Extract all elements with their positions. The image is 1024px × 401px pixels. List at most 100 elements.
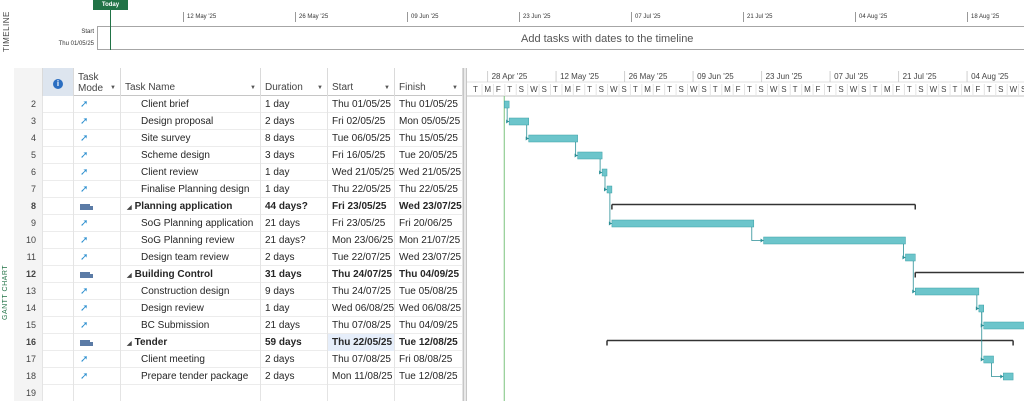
cell-num[interactable]: 9	[14, 215, 43, 232]
cell-finish[interactable]: Tue 05/08/25	[395, 283, 463, 300]
cell-duration[interactable]: 2 days	[261, 113, 328, 130]
cell-duration[interactable]: 44 days?	[261, 198, 328, 215]
cell-name[interactable]: Construction design	[121, 283, 261, 300]
timeline-bar[interactable]: Add tasks with dates to the timeline	[97, 26, 1024, 50]
cell-name[interactable]: Site survey	[121, 130, 261, 147]
cell-duration[interactable]: 1 day	[261, 181, 328, 198]
cell-mode[interactable]: ➚	[74, 368, 121, 385]
cell-finish[interactable]: Thu 15/05/25	[395, 130, 463, 147]
cell-num[interactable]: 17	[14, 351, 43, 368]
table-row[interactable]: 4 ➚ Site survey 8 days Tue 06/05/25 Thu 15/05…	[14, 130, 463, 147]
cell-info[interactable]	[43, 283, 74, 300]
cell-mode[interactable]: ➚	[74, 232, 121, 249]
table-row[interactable]: 17 ➚ Client meeting 2 days Thu 07/08/25 Fri 0…	[14, 351, 463, 368]
cell-num[interactable]: 19	[14, 385, 43, 401]
cell-info[interactable]	[43, 181, 74, 198]
cell-info[interactable]	[43, 96, 74, 113]
cell-mode[interactable]: ➚	[74, 283, 121, 300]
cell-finish[interactable]: Thu 04/09/25	[395, 317, 463, 334]
info-column-header[interactable]: i	[43, 68, 74, 96]
cell-mode[interactable]: ➚	[74, 215, 121, 232]
cell-finish[interactable]: Tue 12/08/25	[395, 334, 463, 351]
table-row[interactable]: 18 ➚ Prepare tender package 2 days Mon 11/08…	[14, 368, 463, 385]
cell-info[interactable]	[43, 334, 74, 351]
cell-info[interactable]	[43, 351, 74, 368]
cell-mode[interactable]: ➚	[74, 96, 121, 113]
cell-start[interactable]: Wed 06/08/25	[328, 300, 395, 317]
cell-start[interactable]: Thu 07/08/25	[328, 317, 395, 334]
cell-name[interactable]: BC Submission	[121, 317, 261, 334]
cell-mode[interactable]: ➚	[74, 300, 121, 317]
cell-num[interactable]: 18	[14, 368, 43, 385]
cell-finish[interactable]: Fri 08/08/25	[395, 351, 463, 368]
table-row[interactable]: 16 ◢ Tender 59 days Thu 22/05/25 Tue 12/08/25	[14, 334, 463, 351]
chevron-down-icon[interactable]: ▼	[110, 85, 116, 91]
cell-duration[interactable]: 3 days	[261, 147, 328, 164]
cell-mode[interactable]	[74, 266, 121, 283]
cell-start[interactable]: Thu 01/05/25	[328, 96, 395, 113]
cell-duration[interactable]: 1 day	[261, 96, 328, 113]
cell-start[interactable]: Fri 23/05/25	[328, 215, 395, 232]
cell-name[interactable]: ◢ Tender	[121, 334, 261, 351]
cell-start[interactable]: Thu 22/05/25	[328, 334, 395, 351]
cell-info[interactable]	[43, 266, 74, 283]
cell-num[interactable]: 12	[14, 266, 43, 283]
cell-name[interactable]: ◢ Planning application	[121, 198, 261, 215]
table-row[interactable]: 2 ➚ Client brief 1 day Thu 01/05/25 Thu 01/05…	[14, 96, 463, 113]
table-row[interactable]: 8 ◢ Planning application 44 days? Fri 23/05/…	[14, 198, 463, 215]
cell-start[interactable]: Tue 06/05/25	[328, 130, 395, 147]
cell-mode[interactable]	[74, 385, 121, 401]
task-name-header[interactable]: Task Name ▼	[121, 68, 261, 96]
chevron-down-icon[interactable]: ▼	[250, 85, 256, 91]
cell-num[interactable]: 8	[14, 198, 43, 215]
cell-num[interactable]: 7	[14, 181, 43, 198]
table-row[interactable]: 6 ➚ Client review 1 day Wed 21/05/25 Wed 21/0…	[14, 164, 463, 181]
cell-info[interactable]	[43, 147, 74, 164]
cell-finish[interactable]: Mon 21/07/25	[395, 232, 463, 249]
cell-duration[interactable]: 2 days	[261, 368, 328, 385]
table-row[interactable]: 12 ◢ Building Control 31 days Thu 24/07/25 Th…	[14, 266, 463, 283]
cell-mode[interactable]: ➚	[74, 113, 121, 130]
cell-name[interactable]: SoG Planning application	[121, 215, 261, 232]
cell-finish[interactable]: Thu 01/05/25	[395, 96, 463, 113]
cell-duration[interactable]: 1 day	[261, 300, 328, 317]
cell-name[interactable]: SoG Planning review	[121, 232, 261, 249]
cell-start[interactable]: Mon 11/08/25	[328, 368, 395, 385]
cell-num[interactable]: 15	[14, 317, 43, 334]
cell-name[interactable]: Client meeting	[121, 351, 261, 368]
cell-mode[interactable]: ➚	[74, 317, 121, 334]
cell-mode[interactable]	[74, 334, 121, 351]
cell-duration[interactable]: 21 days	[261, 215, 328, 232]
cell-name[interactable]: Scheme design	[121, 147, 261, 164]
row-number-header[interactable]	[14, 68, 43, 96]
cell-duration[interactable]	[261, 385, 328, 401]
cell-mode[interactable]: ➚	[74, 164, 121, 181]
cell-start[interactable]: Tue 22/07/25	[328, 249, 395, 266]
duration-header[interactable]: Duration ▼	[261, 68, 328, 96]
table-row[interactable]: 15 ➚ BC Submission 21 days Thu 07/08/25 Thu 0…	[14, 317, 463, 334]
cell-info[interactable]	[43, 385, 74, 401]
cell-finish[interactable]: Wed 23/07/25	[395, 249, 463, 266]
cell-name[interactable]: Design proposal	[121, 113, 261, 130]
cell-info[interactable]	[43, 317, 74, 334]
cell-mode[interactable]: ➚	[74, 181, 121, 198]
cell-duration[interactable]: 8 days	[261, 130, 328, 147]
cell-info[interactable]	[43, 300, 74, 317]
cell-mode[interactable]: ➚	[74, 147, 121, 164]
cell-duration[interactable]: 1 day	[261, 164, 328, 181]
cell-mode[interactable]: ➚	[74, 130, 121, 147]
table-row[interactable]: 14 ➚ Design review 1 day Wed 06/08/25 Wed 06/…	[14, 300, 463, 317]
finish-header[interactable]: Finish ▼	[395, 68, 463, 96]
cell-start[interactable]	[328, 385, 395, 401]
cell-info[interactable]	[43, 368, 74, 385]
cell-num[interactable]: 4	[14, 130, 43, 147]
cell-num[interactable]: 14	[14, 300, 43, 317]
cell-finish[interactable]: Tue 12/08/25	[395, 368, 463, 385]
cell-num[interactable]: 10	[14, 232, 43, 249]
cell-finish[interactable]: Wed 23/07/25	[395, 198, 463, 215]
cell-info[interactable]	[43, 232, 74, 249]
cell-duration[interactable]: 31 days	[261, 266, 328, 283]
cell-finish[interactable]: Thu 04/09/25	[395, 266, 463, 283]
cell-finish[interactable]: Wed 21/05/25	[395, 164, 463, 181]
cell-info[interactable]	[43, 130, 74, 147]
